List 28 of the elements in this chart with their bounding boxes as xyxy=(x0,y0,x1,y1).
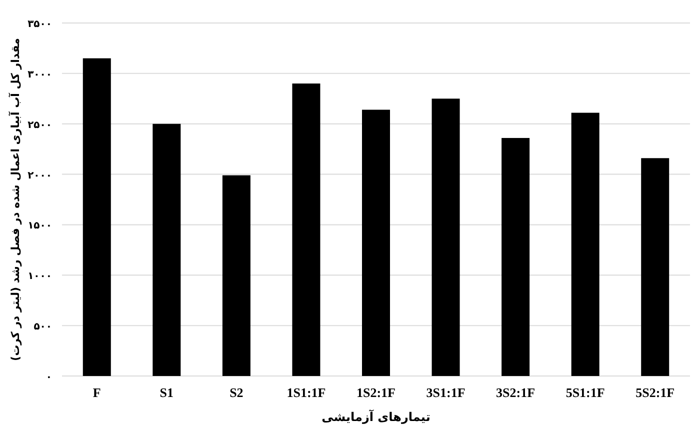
bar xyxy=(641,158,670,376)
x-tick-label: 1S2:1F xyxy=(356,385,396,400)
x-tick-label: 5S2:1F xyxy=(636,385,675,400)
x-tick-label: 3S2:1F xyxy=(496,385,536,400)
y-tick-label: ۲۰۰۰ xyxy=(28,170,52,182)
y-tick-label: ۱۰۰۰ xyxy=(28,271,52,282)
x-tick-label: F xyxy=(92,385,101,400)
y-tick-label: ۳۵۰۰ xyxy=(28,19,52,30)
y-tick-label: ۱۵۰۰ xyxy=(28,220,52,232)
bar xyxy=(292,84,320,376)
x-tick-label: S1 xyxy=(160,385,174,400)
y-tick-label: ۰ xyxy=(46,372,52,383)
y-axis-title: مقدار کل آب آبیاری اعمال شده در فصل رشد (لیتر در کرت) xyxy=(8,38,22,361)
y-tick-label: ۲۵۰۰ xyxy=(28,120,52,131)
bar xyxy=(571,112,600,376)
bar xyxy=(432,98,460,376)
bar xyxy=(502,138,530,376)
x-axis-title: تیمارهای آزمایشی xyxy=(322,409,430,424)
bar xyxy=(82,58,111,376)
x-tick-label: 3S1:1F xyxy=(426,385,466,400)
y-tick-label: ۵۰۰ xyxy=(34,322,52,333)
bar xyxy=(362,110,390,376)
x-tick-label: 5S1:1F xyxy=(566,385,605,400)
x-tick-label: S2 xyxy=(230,385,244,400)
bar xyxy=(152,124,181,376)
x-tick-label: 1S1:1F xyxy=(286,385,326,400)
bar xyxy=(222,175,250,376)
y-tick-label: ۳۰۰۰ xyxy=(28,69,52,80)
